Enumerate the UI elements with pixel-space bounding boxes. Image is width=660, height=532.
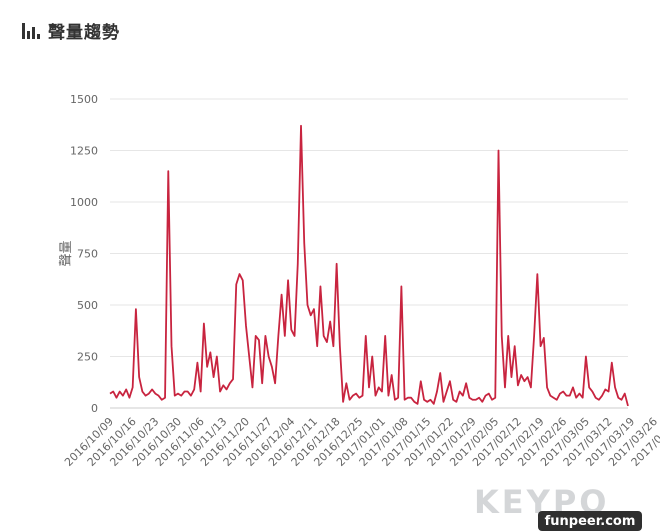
y-tick-label: 250 [77, 351, 98, 364]
bar-chart-icon [22, 22, 40, 39]
chart-header: 聲量趨勢 [22, 18, 120, 43]
y-tick-label: 0 [91, 402, 98, 415]
y-tick-label: 1000 [70, 196, 98, 209]
chart-title: 聲量趨勢 [48, 23, 120, 43]
y-tick-label: 1500 [70, 93, 98, 106]
y-tick-label: 750 [77, 248, 98, 261]
y-axis-title: 聲量 [58, 240, 74, 266]
y-tick-label: 1250 [70, 145, 98, 158]
watermark: funpeer.com [538, 511, 642, 531]
series-line [109, 124, 629, 407]
y-tick-label: 500 [77, 299, 98, 312]
